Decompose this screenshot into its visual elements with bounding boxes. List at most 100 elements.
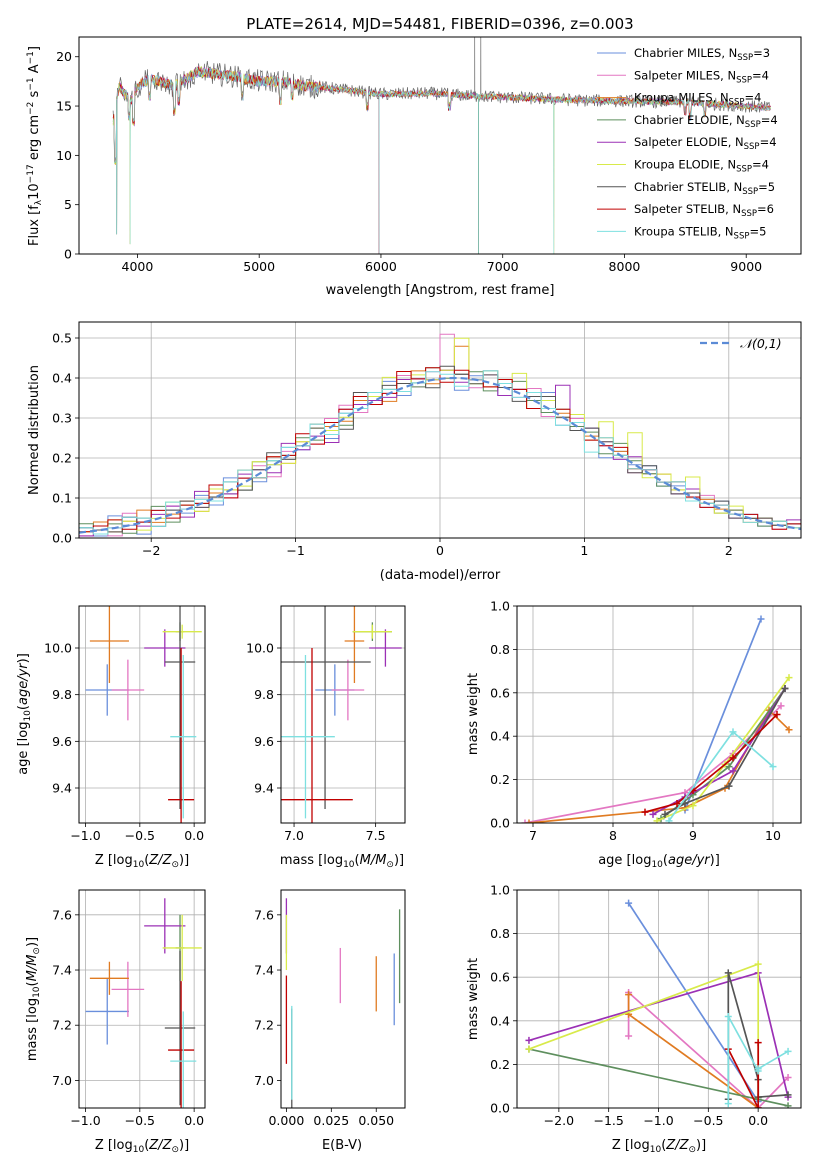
axes-frame: 0.000 0.025 0.050 7.0 7.2 7.4 7.6 E(B-V) bbox=[254, 889, 406, 1153]
y-tick-label: 0.4 bbox=[490, 1013, 510, 1028]
age-vs-mass-panel: 7.0 7.5 9.4 9.6 9.8 10.0 mass [log10(M/M⊙)] bbox=[246, 605, 406, 870]
mass-weight-marker bbox=[724, 1100, 732, 1108]
y-tick-label: 20 bbox=[56, 49, 72, 64]
y-tick-label: 0.8 bbox=[490, 926, 510, 941]
spectrum-panel: 4000 5000 6000 7000 8000 9000 0 5 10 15 20 Chabrier… bbox=[26, 36, 802, 298]
x-tick-label: 1 bbox=[580, 543, 588, 558]
y-tick-label: 9.8 bbox=[254, 687, 274, 702]
spectrum-legend: Chabrier MILES, NSSP=3 Salpeter MILES, NS… bbox=[597, 46, 778, 241]
axes-border bbox=[78, 605, 206, 824]
axes-border bbox=[516, 605, 802, 824]
mass-weight-marker bbox=[521, 819, 529, 823]
y-tick-label: 0.6 bbox=[490, 970, 510, 985]
mass-weight-marker bbox=[725, 763, 733, 771]
legend-entry: Kroupa ELODIE, NSSP=4 bbox=[634, 158, 769, 175]
y-tick-label: 0.2 bbox=[490, 1057, 510, 1072]
x-tick-label: −0.5 bbox=[125, 828, 155, 843]
x-tick-label: −0.5 bbox=[125, 1113, 155, 1128]
x-tick-label: −2 bbox=[142, 543, 160, 558]
histogram-series bbox=[79, 370, 801, 535]
x-tick-label: 5000 bbox=[243, 259, 275, 274]
plot-area bbox=[85, 898, 202, 1108]
axes-border bbox=[280, 605, 406, 824]
residuals-panel: −2 −1 0 1 2 0.0 0.1 0.2 0.3 0.4 0.5 𝒩(0,1) (data-mod… bbox=[27, 321, 802, 583]
y-tick-label: 1.0 bbox=[490, 883, 510, 898]
legend-entry: Chabrier STELIB, NSSP=5 bbox=[634, 180, 775, 197]
spectrum-series-line bbox=[112, 37, 771, 254]
mass-weight-marker bbox=[625, 899, 633, 907]
mass-weight-series-line bbox=[524, 705, 782, 823]
x-axis-label: wavelength [Angstrom, rest frame] bbox=[326, 283, 555, 298]
y-tick-label: 0.4 bbox=[490, 729, 510, 744]
y-tick-label: 7.6 bbox=[254, 907, 274, 922]
spectrum-series-line bbox=[112, 66, 771, 254]
x-tick-label: 8 bbox=[609, 828, 617, 843]
mass-weight-marker bbox=[724, 1012, 732, 1020]
x-tick-label: 7.0 bbox=[284, 828, 304, 843]
mass-weight-marker bbox=[754, 960, 762, 968]
y-tick-label: 7.4 bbox=[254, 963, 274, 978]
y-tick-label: 10 bbox=[56, 148, 72, 163]
mass-vs-reddening-panel: 0.000 0.025 0.050 7.0 7.2 7.4 7.6 E(B-V) bbox=[254, 889, 406, 1153]
x-tick-label: 8000 bbox=[609, 259, 641, 274]
mass-weight-series-line bbox=[684, 618, 762, 811]
y-tick-label: 0.0 bbox=[490, 1101, 510, 1116]
y-tick-label: 0.6 bbox=[490, 685, 510, 700]
axes-frame: 4000 5000 6000 7000 8000 9000 0 5 10 15 20 Chabrier… bbox=[26, 36, 802, 298]
y-tick-label: 7.0 bbox=[52, 1073, 72, 1088]
axes-frame: −2 −1 0 1 2 0.0 0.1 0.2 0.3 0.4 0.5 𝒩(0,1) (data-mod… bbox=[27, 321, 802, 583]
x-tick-label: 6000 bbox=[365, 259, 397, 274]
mass-weight-marker bbox=[724, 969, 732, 977]
spectrum-series-line bbox=[112, 67, 771, 254]
massweight-vs-metallicity-panel: −2.0 −1.5 −1.0 −0.5 0.0 0.0 0.2 0.4 0.6 0.8 1.0 Z [… bbox=[466, 883, 802, 1155]
plot-area bbox=[525, 899, 792, 1108]
axes-border bbox=[280, 889, 406, 1109]
y-tick-label: 9.6 bbox=[52, 734, 72, 749]
plot-area bbox=[85, 606, 202, 823]
mass-weight-marker bbox=[785, 726, 793, 734]
mass-weight-marker bbox=[773, 711, 781, 718]
axes-border bbox=[516, 889, 802, 1109]
legend-entry: Kroupa MILES, NSSP=4 bbox=[634, 91, 761, 108]
mass-weight-marker bbox=[769, 763, 777, 771]
x-tick-label: 7000 bbox=[487, 259, 519, 274]
x-tick-label: −1.0 bbox=[643, 1113, 673, 1128]
y-tick-label: 0.5 bbox=[52, 331, 72, 346]
axes-frame: 7.0 7.5 9.4 9.6 9.8 10.0 mass [log10(M/M⊙)] bbox=[246, 605, 406, 870]
y-axis-label: mass weight bbox=[466, 673, 481, 755]
histogram-series bbox=[79, 365, 801, 533]
y-axis-label: Flux [fλ10−17 erg cm−2 s−1 A−1] bbox=[26, 46, 44, 246]
x-tick-label: 9 bbox=[689, 828, 697, 843]
mass-weight-marker bbox=[725, 782, 733, 790]
mass-weight-marker bbox=[625, 1032, 633, 1040]
x-tick-label: 7 bbox=[529, 828, 537, 843]
y-tick-label: 9.8 bbox=[52, 687, 72, 702]
axes-frame: −1.0 −0.5 0.0 7.0 7.2 7.4 7.6 Z [log10(Z/Z⊙)] ma… bbox=[25, 889, 206, 1155]
mass-weight-marker bbox=[785, 674, 793, 682]
axes-frame: 7 8 9 10 0.0 0.2 0.4 0.6 0.8 1.0 age [log10(age/yr… bbox=[466, 599, 802, 870]
mass-weight-marker bbox=[784, 1091, 792, 1099]
mass-vs-metallicity-panel: −1.0 −0.5 0.0 7.0 7.2 7.4 7.6 Z [log10(Z/Z⊙)] ma… bbox=[25, 889, 206, 1155]
y-tick-label: 0.0 bbox=[52, 531, 72, 546]
legend-entry: Salpeter STELIB, NSSP=6 bbox=[634, 202, 774, 219]
x-tick-label: 10 bbox=[765, 828, 781, 843]
mass-weight-marker bbox=[754, 1065, 762, 1073]
y-tick-label: 0.3 bbox=[52, 411, 72, 426]
legend-entry: 𝒩(0,1) bbox=[740, 336, 782, 351]
axes-border bbox=[78, 36, 802, 255]
mass-weight-marker bbox=[784, 1047, 792, 1055]
y-tick-label: 0.0 bbox=[490, 816, 510, 831]
mass-weight-marker bbox=[525, 1036, 533, 1044]
x-tick-label: 4000 bbox=[122, 259, 154, 274]
legend-entry: Chabrier ELODIE, NSSP=4 bbox=[634, 113, 778, 130]
legend-entry: Salpeter ELODIE, NSSP=4 bbox=[634, 135, 777, 152]
y-tick-label: 10.0 bbox=[246, 641, 274, 656]
mass-weight-marker bbox=[754, 1104, 762, 1108]
axes-frame: −1.0 −0.5 0.0 9.4 9.6 9.8 10.0 Z [log10(Z/Z⊙)] a… bbox=[16, 605, 206, 870]
mass-weight-marker bbox=[661, 810, 669, 818]
y-tick-label: 9.4 bbox=[52, 781, 72, 796]
y-tick-label: 0.2 bbox=[52, 451, 72, 466]
plot-area bbox=[521, 615, 793, 823]
y-tick-label: 1.0 bbox=[490, 599, 510, 614]
